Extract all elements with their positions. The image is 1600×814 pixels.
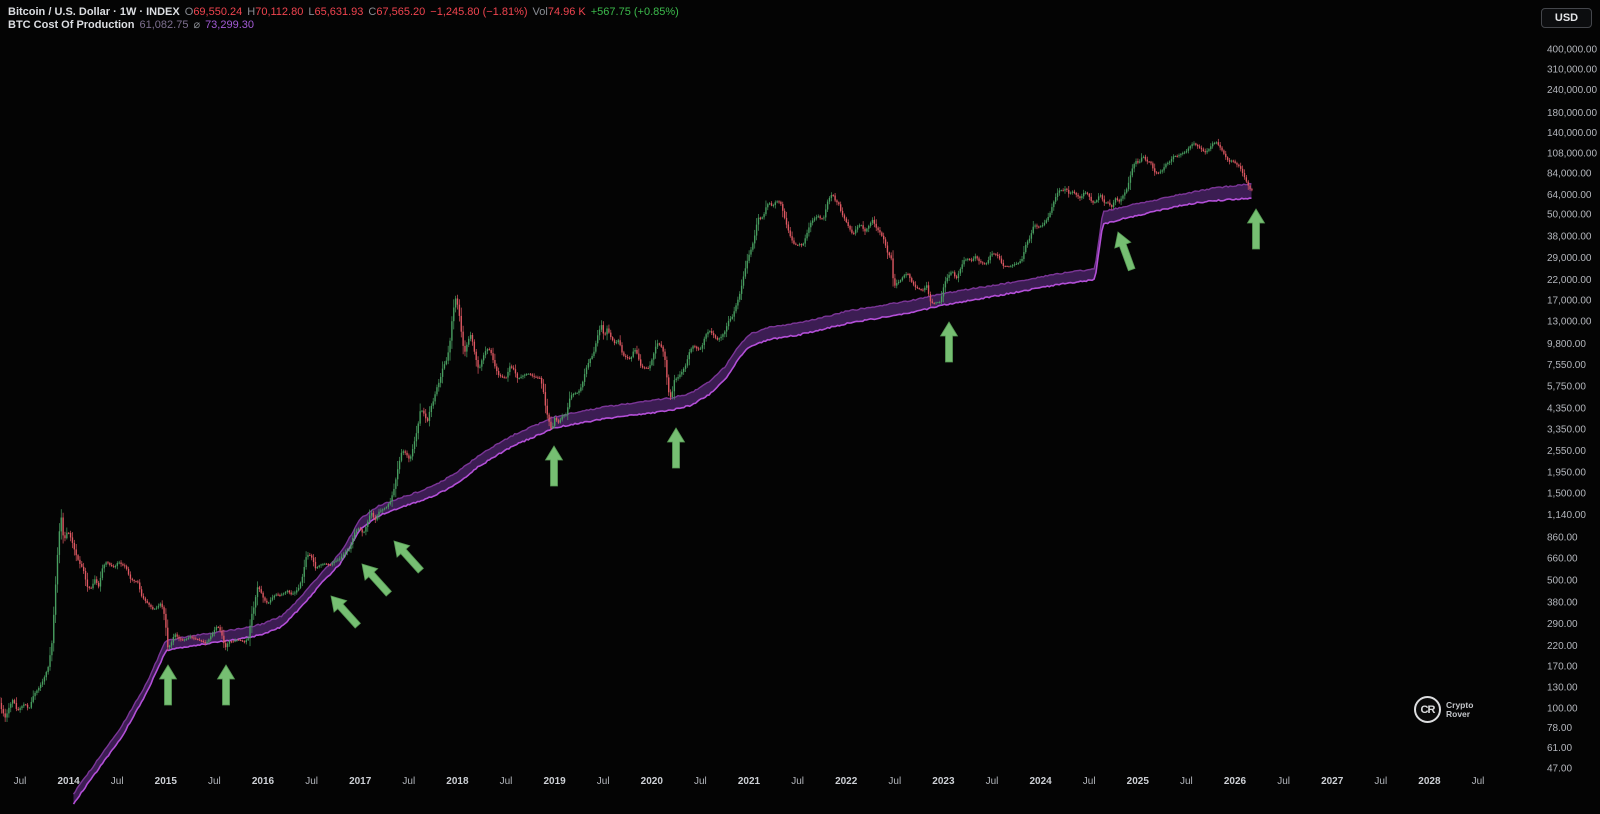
y-axis-tick-label: 240,000.00: [1547, 85, 1597, 96]
x-axis-tick-label: 2021: [738, 776, 761, 787]
y-axis-tick-label: 47.00: [1547, 764, 1572, 775]
buy-signal-arrows: [158, 208, 1266, 706]
change-value: −1,245.80 (−1.81%): [430, 6, 528, 18]
x-axis-tick-label: 2023: [932, 776, 955, 787]
y-axis-tick-label: 9,800.00: [1547, 339, 1586, 350]
x-axis-tick-label: 2017: [349, 776, 372, 787]
y-axis-tick-label: 64,000.00: [1547, 190, 1592, 201]
close-key: C: [368, 6, 377, 18]
time-axis[interactable]: Jul 2014 Jul 2015 Jul 2016 Jul 2017 Jul 2018 Jul 20…: [14, 776, 1485, 787]
price-axis[interactable]: 400,000.00 310,000.00 240,000.00 180,000.00…: [1547, 44, 1597, 774]
y-axis-tick-label: 860.00: [1547, 533, 1578, 544]
y-axis-tick-label: 170.00: [1547, 661, 1578, 672]
cost-of-production-band: [72, 182, 1252, 805]
y-axis-tick-label: 2,550.00: [1547, 446, 1586, 457]
low-key: L: [308, 6, 315, 18]
x-axis-tick-label: Jul: [1374, 776, 1387, 787]
x-axis-tick-label: Jul: [1472, 776, 1485, 787]
y-axis-tick-label: 13,000.00: [1547, 317, 1592, 328]
x-axis-tick-label: 2027: [1321, 776, 1344, 787]
x-axis-tick-label: Jul: [500, 776, 513, 787]
x-axis-tick-label: 2028: [1418, 776, 1441, 787]
x-axis-tick-label: 2016: [252, 776, 275, 787]
x-axis-tick-label: Jul: [1180, 776, 1193, 787]
y-axis-tick-label: 380.00: [1547, 597, 1578, 608]
symbol-legend-row[interactable]: Bitcoin / U.S. Dollar · 1W · INDEX O69,5…: [8, 6, 679, 19]
x-axis-tick-label: Jul: [597, 776, 610, 787]
x-axis-tick-label: 2019: [543, 776, 566, 787]
indicator-title[interactable]: BTC Cost Of Production: [8, 19, 135, 31]
x-axis-tick-label: 2024: [1029, 776, 1052, 787]
y-axis-tick-label: 22,000.00: [1547, 275, 1592, 286]
x-axis-tick-label: Jul: [14, 776, 27, 787]
y-axis-tick-label: 108,000.00: [1547, 148, 1597, 159]
x-axis-tick-label: Jul: [1277, 776, 1290, 787]
y-axis-tick-label: 1,500.00: [1547, 488, 1586, 499]
x-axis-tick-label: 2026: [1224, 776, 1247, 787]
symbol-title[interactable]: Bitcoin / U.S. Dollar · 1W · INDEX: [8, 6, 180, 18]
y-axis-tick-label: 5,750.00: [1547, 382, 1586, 393]
indicator-legend-row[interactable]: BTC Cost Of Production 61,082.75 ⌀ 73,29…: [8, 19, 679, 32]
y-axis-tick-label: 84,000.00: [1547, 168, 1592, 179]
y-axis-tick-label: 140,000.00: [1547, 128, 1597, 139]
y-axis-tick-label: 310,000.00: [1547, 65, 1597, 76]
y-axis-tick-label: 180,000.00: [1547, 108, 1597, 119]
x-axis-tick-label: Jul: [208, 776, 221, 787]
x-axis-tick-label: Jul: [305, 776, 318, 787]
x-axis-tick-label: Jul: [791, 776, 804, 787]
volume-key: Vol: [532, 6, 548, 18]
y-axis-tick-label: 500.00: [1547, 576, 1578, 587]
cost-low-value: 61,082.75: [139, 19, 189, 31]
x-axis-tick-label: Jul: [694, 776, 707, 787]
x-axis-tick-label: 2020: [641, 776, 664, 787]
y-axis-tick-label: 61.00: [1547, 743, 1572, 754]
close-value: 67,565.20: [376, 6, 426, 18]
x-axis-tick-label: 2015: [155, 776, 178, 787]
x-axis-tick-label: 2014: [57, 776, 80, 787]
currency-toggle-button[interactable]: USD: [1541, 8, 1592, 28]
y-axis-tick-label: 38,000.00: [1547, 231, 1592, 242]
cost-avg-value: 73,299.30: [205, 19, 254, 31]
y-axis-tick-label: 290.00: [1547, 619, 1578, 630]
y-axis-tick-label: 50,000.00: [1547, 210, 1592, 221]
y-axis-tick-label: 78.00: [1547, 723, 1572, 734]
candlestick-series: [0, 138, 1253, 722]
y-axis-tick-label: 660.00: [1547, 554, 1578, 565]
volume-change-value: +567.75 (+0.85%): [590, 6, 679, 18]
y-axis-tick-label: 4,350.00: [1547, 404, 1586, 415]
high-key: H: [247, 6, 256, 18]
low-value: 65,631.93: [314, 6, 364, 18]
watermark-line1: Crypto: [1446, 699, 1474, 710]
average-symbol: ⌀: [193, 19, 201, 31]
y-axis-tick-label: 220.00: [1547, 641, 1578, 652]
y-axis-tick-label: 7,550.00: [1547, 360, 1586, 371]
y-axis-tick-label: 100.00: [1547, 704, 1578, 715]
x-axis-tick-label: 2018: [446, 776, 469, 787]
x-axis-tick-label: 2022: [835, 776, 858, 787]
open-value: 69,550.24: [193, 6, 243, 18]
y-axis-tick-label: 1,950.00: [1547, 467, 1586, 478]
high-value: 70,112.80: [255, 6, 304, 18]
y-axis-tick-label: 1,140.00: [1547, 510, 1586, 521]
x-axis-tick-label: Jul: [986, 776, 999, 787]
x-axis-tick-label: Jul: [1083, 776, 1096, 787]
x-axis-tick-label: Jul: [888, 776, 901, 787]
watermark-line2: Rover: [1446, 708, 1471, 719]
crypto-rover-watermark: CR Crypto Rover: [1414, 696, 1473, 723]
crypto-rover-icon: CR: [1414, 696, 1441, 723]
x-axis-tick-label: Jul: [111, 776, 124, 787]
y-axis-tick-label: 29,000.00: [1547, 253, 1592, 264]
y-axis-tick-label: 3,350.00: [1547, 424, 1586, 435]
x-axis-tick-label: 2025: [1127, 776, 1150, 787]
y-axis-tick-label: 17,000.00: [1547, 295, 1592, 306]
y-axis-tick-label: 400,000.00: [1547, 44, 1597, 55]
chart-pane[interactable]: [0, 0, 1540, 770]
legend: Bitcoin / U.S. Dollar · 1W · INDEX O69,5…: [8, 6, 679, 32]
volume-value: 74.96 K: [547, 6, 586, 18]
x-axis-tick-label: Jul: [402, 776, 415, 787]
y-axis-tick-label: 130.00: [1547, 683, 1578, 694]
open-key: O: [184, 6, 194, 18]
